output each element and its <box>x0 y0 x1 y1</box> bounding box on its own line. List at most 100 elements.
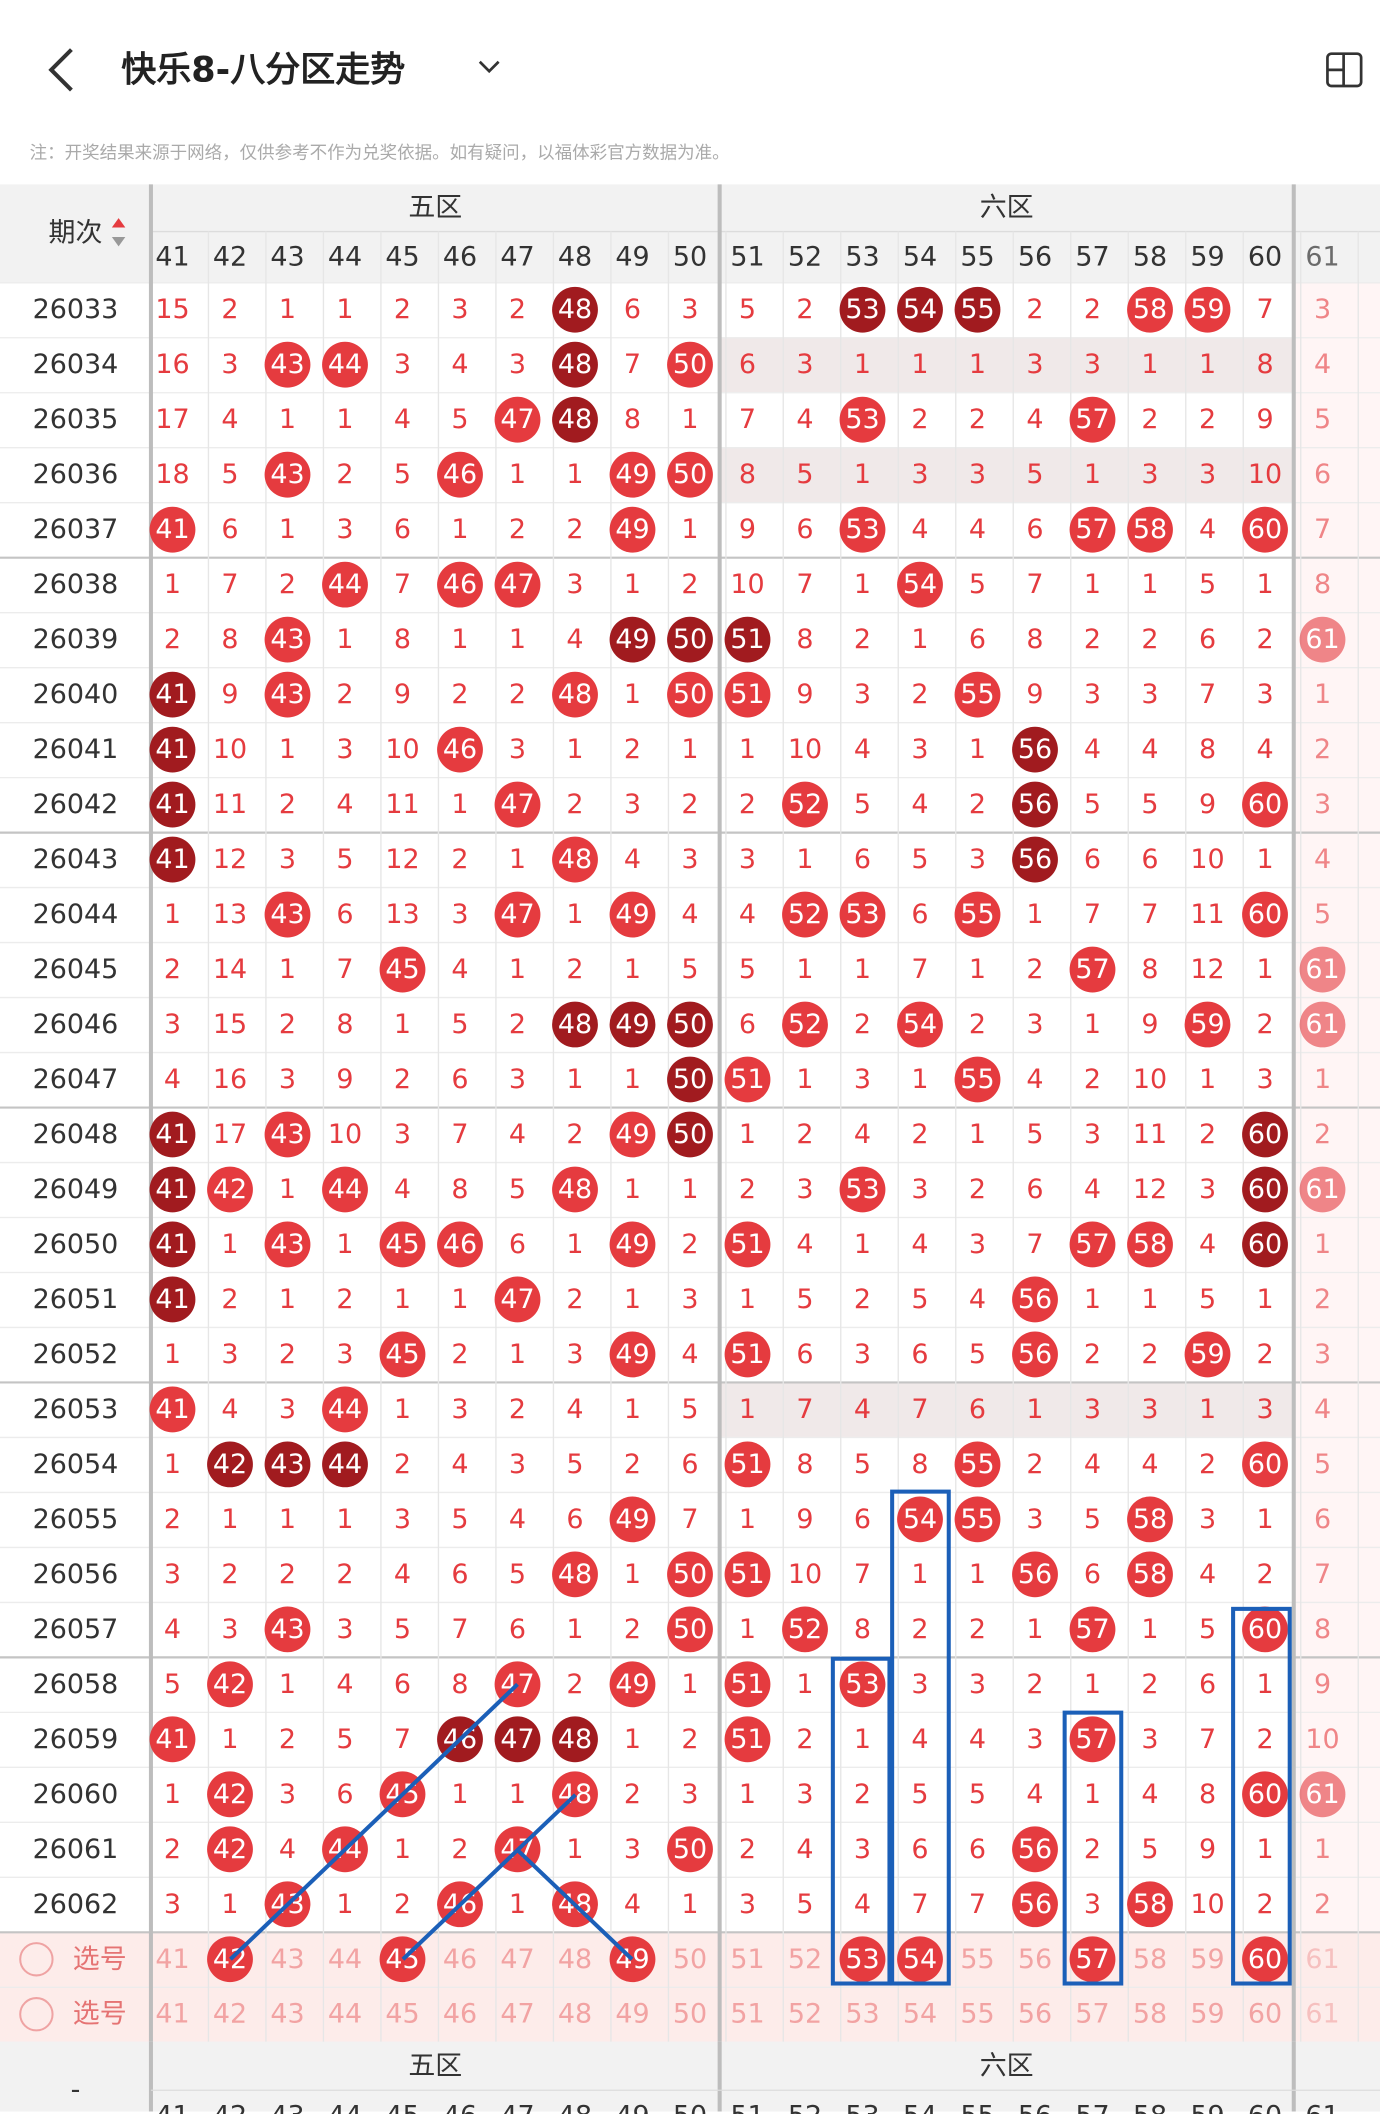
issue-number: 26045 <box>33 954 119 985</box>
miss-count: 3 <box>969 1229 986 1260</box>
miss-count: 2 <box>279 1009 296 1040</box>
miss-count: 2 <box>1141 624 1158 655</box>
miss-count: 3 <box>566 1339 583 1370</box>
hit-ball <box>552 1716 598 1763</box>
hit-number: 49 <box>615 1504 649 1535</box>
hit-number: 47 <box>500 569 534 600</box>
miss-count: 2 <box>1256 1009 1273 1040</box>
miss-count: 56 <box>1018 1999 1052 2030</box>
hit-number: 46 <box>443 569 477 600</box>
miss-count: 3 <box>911 1174 928 1205</box>
select-radio[interactable] <box>19 1997 54 2032</box>
column-number: 50 <box>673 2100 707 2114</box>
miss-count: 3 <box>221 1614 238 1645</box>
hit-number: 50 <box>673 1064 707 1095</box>
hit-ball <box>207 1771 253 1818</box>
miss-count: 2 <box>969 789 986 820</box>
hit-number: 47 <box>500 404 534 435</box>
miss-count: 2 <box>1026 954 1043 985</box>
select-radio[interactable] <box>19 1942 54 1977</box>
hit-number: 43 <box>270 1229 304 1260</box>
miss-count: 4 <box>221 404 238 435</box>
hit-number: 53 <box>845 404 879 435</box>
miss-count: 1 <box>624 1394 641 1425</box>
hit-number: 43 <box>270 624 304 655</box>
hit-number: 60 <box>1248 1614 1282 1645</box>
miss-count: 1 <box>279 1284 296 1315</box>
miss-count: 4 <box>854 734 871 765</box>
miss-count: 3 <box>1026 1504 1043 1535</box>
hit-number: 44 <box>328 1449 362 1480</box>
miss-count: 41 <box>155 1944 189 1975</box>
miss-count: 6 <box>509 1614 526 1645</box>
hit-ball <box>1127 1221 1173 1268</box>
back-button[interactable] <box>48 48 73 92</box>
miss-count: 2 <box>394 1064 411 1095</box>
miss-count: 1 <box>1199 349 1216 380</box>
zone-label: 五区 <box>408 2050 462 2081</box>
hit-number: 58 <box>1133 1559 1167 1590</box>
miss-count: 2 <box>1199 1119 1216 1150</box>
column-number: 52 <box>788 242 822 273</box>
annotation-line <box>516 1848 634 1961</box>
miss-count: 58 <box>1133 1944 1167 1975</box>
miss-count: 45 <box>385 1999 419 2030</box>
hit-number: 47 <box>500 1284 534 1315</box>
screen-switch-icon[interactable] <box>1326 52 1363 88</box>
hit-number: 43 <box>270 1119 304 1150</box>
miss-count: 3 <box>1141 459 1158 490</box>
miss-count: 11 <box>1133 1119 1167 1150</box>
miss-count: 2 <box>1084 624 1101 655</box>
hit-number: 50 <box>673 679 707 710</box>
miss-count: 8 <box>1199 1779 1216 1810</box>
hit-number: 42 <box>213 1669 247 1700</box>
hit-ball <box>897 1936 943 1983</box>
miss-count: 5 <box>221 459 238 490</box>
miss-count: 4 <box>854 1119 871 1150</box>
miss-count: 4 <box>451 954 468 985</box>
hit-ball <box>954 671 1001 718</box>
hit-ball <box>667 1551 713 1598</box>
title-dropdown[interactable] <box>478 60 500 74</box>
miss-count: 2 <box>854 1779 871 1810</box>
miss-count: 2 <box>624 1779 641 1810</box>
miss-count: 48 <box>558 1999 592 2030</box>
miss-count: 1 <box>394 1394 411 1425</box>
miss-count: 1 <box>509 624 526 655</box>
miss-count: 1 <box>624 679 641 710</box>
miss-count: 59 <box>1190 1999 1224 2030</box>
miss-count: 2 <box>1256 1724 1273 1755</box>
hit-number: 45 <box>385 1339 419 1370</box>
hit-ball <box>322 1386 368 1433</box>
hit-number: 55 <box>960 1449 994 1480</box>
miss-count: 10 <box>213 734 247 765</box>
miss-count: 2 <box>1256 1339 1273 1370</box>
hit-number: 44 <box>328 569 362 600</box>
hit-number: 50 <box>673 624 707 655</box>
miss-count: 6 <box>1026 514 1043 545</box>
hit-number: 50 <box>673 1119 707 1150</box>
miss-count: 3 <box>969 1669 986 1700</box>
miss-count: 1 <box>624 1724 641 1755</box>
hit-ball <box>1242 1936 1288 1983</box>
hit-ball <box>782 781 828 828</box>
miss-count: 55 <box>960 1999 994 2030</box>
miss-count: 3 <box>911 1669 928 1700</box>
hit-number: 48 <box>558 679 592 710</box>
miss-count: 2 <box>796 1724 813 1755</box>
hit-number: 53 <box>845 1669 879 1700</box>
miss-count: 4 <box>624 1889 641 1920</box>
miss-count: 6 <box>336 899 353 930</box>
miss-count: 7 <box>969 1889 986 1920</box>
miss-count: 2 <box>911 679 928 710</box>
miss-count: 3 <box>1084 1889 1101 1920</box>
annotation-box <box>1231 1606 1292 1986</box>
miss-count: 3 <box>1199 1504 1216 1535</box>
column-number: 53 <box>845 2100 879 2114</box>
miss-count: 4 <box>796 404 813 435</box>
miss-count: 5 <box>969 569 986 600</box>
miss-count: 1 <box>566 899 583 930</box>
hit-number: 49 <box>615 1009 649 1040</box>
miss-count: 4 <box>1199 514 1216 545</box>
hit-number: 48 <box>558 1009 592 1040</box>
